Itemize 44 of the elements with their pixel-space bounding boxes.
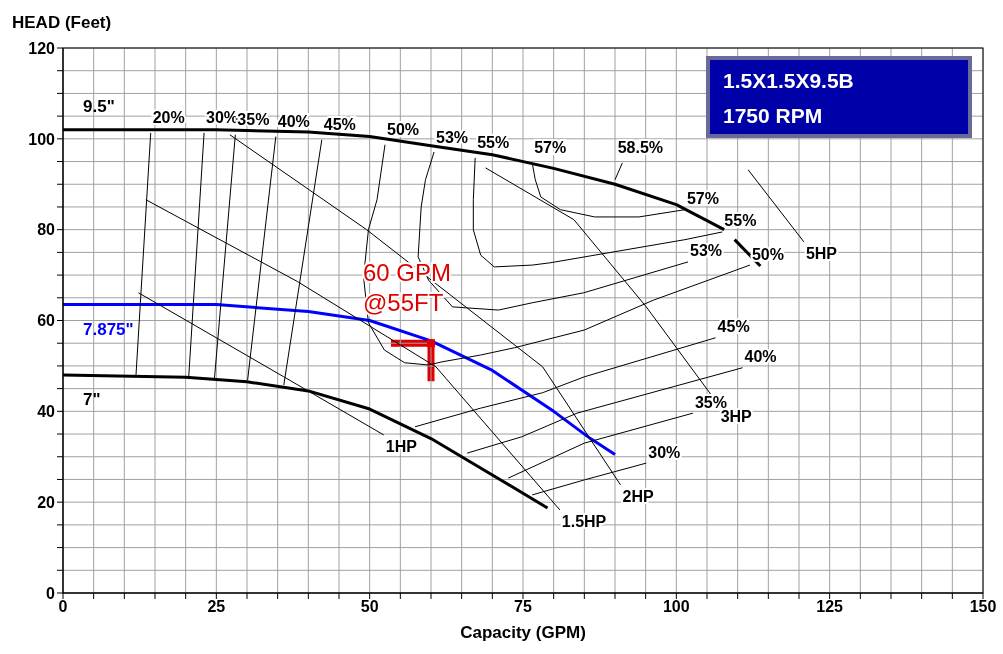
text: 50% [386,121,420,139]
y-tick-label: 60 [37,312,56,330]
series-label: 55% [724,212,757,230]
y-tick-label: 120 [28,39,56,57]
text: 57% [534,139,567,157]
y-tick-label: 100 [28,130,56,148]
text: 53% [436,128,469,146]
series-label: 30% [206,109,239,127]
series-label: 57% [686,190,719,208]
x-axis-title: Capacity (GPM) [460,623,586,642]
series-label: 3HP [720,408,753,426]
x-tick-label: 0 [58,598,68,616]
series-label: 30% [648,443,681,461]
y-tick-label: 40 [37,403,56,421]
x-tick-label: 75 [514,598,532,616]
series-label: 35% [237,111,270,129]
x-tick-label: 25 [207,598,226,616]
x-tick-label: 150 [969,598,997,616]
series-label: 40% [277,113,310,131]
y-tick-label: 0 [46,584,56,602]
series-label: 45% [717,318,750,336]
x-tick-label: 50 [360,598,379,616]
series-label: 40% [744,348,777,366]
series-label: 2HP [622,488,654,506]
series-label: 5HP [805,245,838,263]
text: 1750 RPM [723,104,823,127]
x-tick-label: 100 [662,598,690,616]
series-label: 7" [83,390,101,409]
y-tick-label: 80 [37,221,56,239]
series-label: 9.5" [83,96,115,116]
series-label: 1.5HP [561,513,607,531]
y-axis-title: HEAD (Feet) [12,13,112,32]
series-label: 20% [152,109,185,127]
series-label: 50% [751,245,784,263]
series-label: 35% [694,393,727,411]
x-tick-label: 125 [816,598,844,616]
series-label: 53% [689,242,723,260]
y-tick-label: 20 [37,493,56,511]
series-label: 45% [323,116,356,134]
text: 55% [477,134,510,152]
series-label: 7.875" [83,319,134,339]
text: 1.5X1.5X9.5B [723,69,854,92]
series-label: 58.5% [617,139,664,157]
series-label: 1HP [385,438,418,456]
